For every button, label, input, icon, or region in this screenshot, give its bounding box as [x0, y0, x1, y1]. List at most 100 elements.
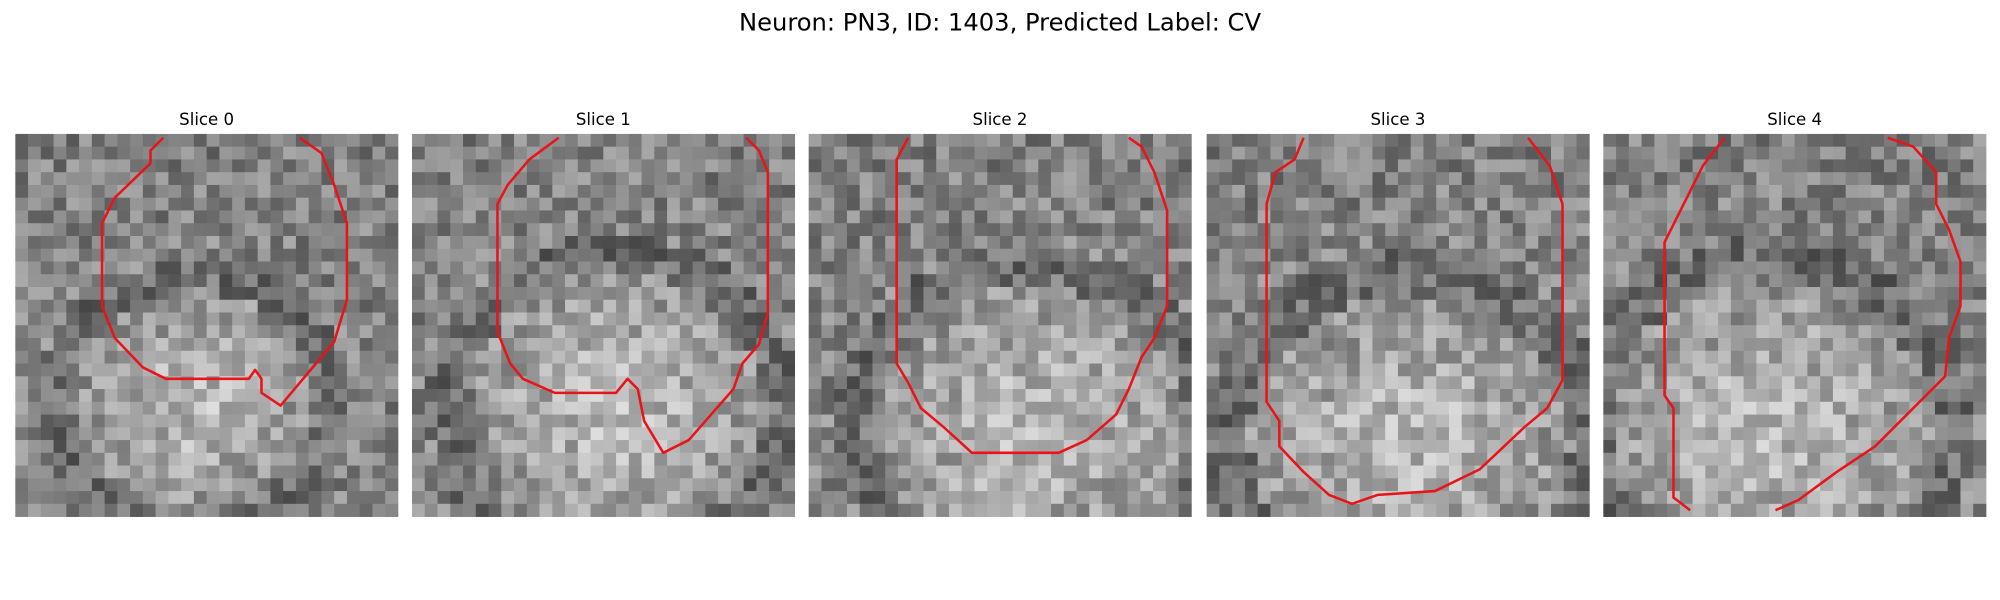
pixel: [155, 274, 169, 288]
pixel: [1089, 414, 1103, 428]
pixel: [1270, 197, 1284, 211]
pixel: [66, 210, 80, 224]
pixel: [1076, 465, 1090, 479]
pixel: [603, 338, 617, 352]
pixel: [1858, 465, 1872, 479]
pixel: [1512, 197, 1526, 211]
pixel: [1448, 503, 1463, 517]
pixel: [872, 235, 886, 250]
pixel: [1346, 210, 1361, 224]
pixel: [1947, 363, 1961, 377]
pixel: [1321, 478, 1335, 492]
pixel: [577, 363, 591, 377]
pixel: [346, 159, 361, 173]
pixel: [91, 465, 105, 479]
pixel: [987, 261, 1001, 275]
pixel: [1025, 414, 1039, 428]
pixel: [539, 376, 553, 390]
pixel: [1487, 159, 1501, 173]
pixel: [475, 389, 489, 403]
pixel: [1960, 363, 1974, 377]
pixel: [781, 452, 796, 466]
pixel: [616, 184, 630, 199]
pixel: [488, 503, 502, 517]
pixel: [756, 350, 770, 364]
pixel: [1089, 146, 1103, 160]
pixel: [385, 286, 399, 301]
pixel: [53, 197, 67, 211]
pixel: [961, 363, 975, 377]
pixel: [117, 325, 131, 339]
pixel: [1730, 184, 1745, 199]
pixel: [1334, 478, 1348, 492]
pixel: [808, 210, 822, 224]
pixel: [1372, 491, 1386, 505]
pixel: [193, 503, 208, 517]
pixel: [1232, 248, 1246, 262]
pixel: [1397, 172, 1412, 186]
pixel: [885, 299, 899, 313]
pixel: [1397, 478, 1412, 492]
pixel: [1628, 503, 1642, 517]
pixel: [1525, 184, 1539, 199]
pixel: [834, 376, 848, 390]
pixel: [1820, 299, 1834, 313]
pixel: [40, 235, 54, 250]
pixel: [501, 210, 515, 224]
pixel: [1679, 210, 1693, 224]
pixel: [1679, 376, 1693, 390]
pixel: [1603, 376, 1617, 390]
pixel: [1346, 248, 1361, 262]
pixel: [616, 274, 630, 288]
pixel: [987, 172, 1001, 186]
pixel: [437, 261, 451, 275]
pixel: [1512, 363, 1526, 377]
pixel: [1051, 338, 1065, 352]
pixel: [1232, 376, 1246, 390]
pixel: [1423, 133, 1437, 148]
pixel: [411, 414, 426, 428]
pixel: [1334, 299, 1348, 313]
pixel: [372, 235, 386, 250]
pixel: [1551, 133, 1565, 148]
pixel: [948, 235, 963, 250]
pixel: [834, 223, 848, 237]
pixel: [450, 146, 464, 160]
pixel: [1730, 503, 1745, 517]
pixel: [628, 197, 642, 211]
pixel: [1025, 133, 1039, 148]
pixel: [181, 427, 195, 441]
pixel: [346, 414, 361, 428]
pixel: [1436, 401, 1450, 415]
pixel: [526, 350, 540, 364]
pixel: [641, 248, 655, 262]
pixel: [654, 503, 668, 517]
pixel: [1346, 184, 1361, 199]
pixel: [15, 325, 29, 339]
figure-title: Neuron: PN3, ID: 1403, Predicted Label: …: [739, 9, 1262, 37]
pixel: [270, 248, 284, 262]
pixel: [168, 440, 182, 454]
pixel: [1525, 261, 1539, 275]
contour: [496, 136, 770, 455]
pixel: [1576, 452, 1590, 466]
pixel: [411, 465, 426, 479]
pixel: [1743, 503, 1757, 517]
pixel: [346, 210, 361, 224]
pixel: [91, 197, 105, 211]
pixel: [219, 146, 233, 160]
pixel: [488, 299, 502, 313]
pixel: [1718, 440, 1732, 454]
pixel: [923, 338, 937, 352]
pixel: [1334, 427, 1348, 441]
pixel: [501, 223, 515, 237]
pixel: [692, 274, 706, 288]
pixel: [53, 427, 67, 441]
pixel: [936, 452, 950, 466]
pixel: [1206, 172, 1220, 186]
pixel: [872, 184, 886, 199]
pixel: [1563, 146, 1577, 160]
pixel: [1051, 452, 1065, 466]
pixel: [872, 401, 886, 415]
pixel: [1206, 363, 1220, 377]
